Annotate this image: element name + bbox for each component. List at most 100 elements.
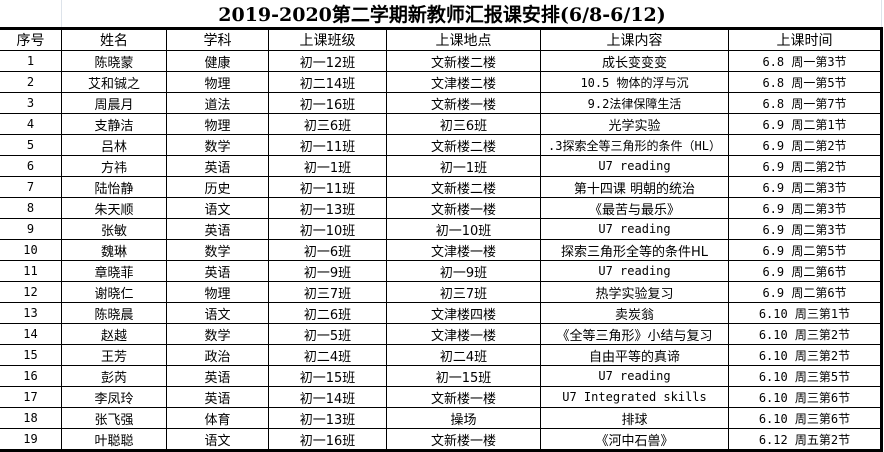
header-col-index[interactable]: 序号 [0, 28, 62, 51]
cell-col-class[interactable]: 初一14班 [268, 386, 387, 408]
cell-col-index[interactable]: 7 [0, 176, 62, 198]
cell-col-location[interactable]: 文新楼一楼 [386, 386, 541, 408]
cell-col-class[interactable]: 初一9班 [268, 260, 387, 282]
cell-col-location[interactable]: 文津楼一楼 [386, 239, 541, 261]
cell-col-content[interactable]: 《最苦与最乐》 [540, 197, 729, 219]
cell-col-index[interactable]: 4 [0, 113, 62, 135]
cell-col-content[interactable]: 10.5 物体的浮与沉 [540, 71, 729, 93]
cell-col-name[interactable]: 陆怡静 [61, 176, 167, 198]
cell-col-index[interactable]: 11 [0, 260, 62, 282]
cell-col-name[interactable]: 吕林 [61, 134, 167, 156]
cell-col-time[interactable]: 6.10 周三第5节 [728, 365, 882, 387]
cell-col-location[interactable]: 文新楼一楼 [386, 92, 541, 114]
cell-col-subject[interactable]: 语文 [166, 302, 269, 324]
cell-col-index[interactable]: 14 [0, 323, 62, 345]
cell-col-index[interactable]: 18 [0, 407, 62, 429]
cell-col-content[interactable]: U7 reading [540, 155, 729, 177]
cell-col-location[interactable]: 初二4班 [386, 344, 541, 366]
cell-col-index[interactable]: 8 [0, 197, 62, 219]
cell-col-name[interactable]: 王芳 [61, 344, 167, 366]
cell-col-subject[interactable]: 物理 [166, 281, 269, 303]
cell-col-name[interactable]: 艾和铖之 [61, 71, 167, 93]
cell-col-subject[interactable]: 健康 [166, 50, 269, 72]
cell-col-location[interactable]: 初三6班 [386, 113, 541, 135]
cell-col-class[interactable]: 初二14班 [268, 71, 387, 93]
cell-col-name[interactable]: 谢晓仁 [61, 281, 167, 303]
cell-col-content[interactable]: 成长变变变 [540, 50, 729, 72]
cell-col-name[interactable]: 陈晓晨 [61, 302, 167, 324]
header-col-content[interactable]: 上课内容 [540, 28, 729, 51]
cell-col-content[interactable]: 《全等三角形》小结与复习 [540, 323, 729, 345]
cell-col-time[interactable]: 6.8 周一第3节 [728, 50, 882, 72]
cell-col-index[interactable]: 3 [0, 92, 62, 114]
cell-col-subject[interactable]: 语文 [166, 428, 269, 451]
header-col-name[interactable]: 姓名 [61, 28, 167, 51]
cell-col-class[interactable]: 初一11班 [268, 134, 387, 156]
cell-col-time[interactable]: 6.8 周一第5节 [728, 71, 882, 93]
header-col-class[interactable]: 上课班级 [268, 28, 387, 51]
cell-col-subject[interactable]: 物理 [166, 71, 269, 93]
cell-col-time[interactable]: 6.9 周二第3节 [728, 176, 882, 198]
cell-col-content[interactable]: 自由平等的真谛 [540, 344, 729, 366]
cell-col-time[interactable]: 6.10 周三第6节 [728, 407, 882, 429]
cell-col-subject[interactable]: 英语 [166, 218, 269, 240]
cell-col-name[interactable]: 张飞强 [61, 407, 167, 429]
cell-col-index[interactable]: 13 [0, 302, 62, 324]
cell-col-subject[interactable]: 数学 [166, 239, 269, 261]
cell-col-time[interactable]: 6.9 周二第1节 [728, 113, 882, 135]
cell-col-time[interactable]: 6.9 周二第2节 [728, 155, 882, 177]
cell-col-time[interactable]: 6.9 周二第3节 [728, 197, 882, 219]
cell-col-subject[interactable]: 数学 [166, 323, 269, 345]
cell-col-index[interactable]: 10 [0, 239, 62, 261]
cell-col-name[interactable]: 支静洁 [61, 113, 167, 135]
cell-col-index[interactable]: 12 [0, 281, 62, 303]
cell-col-subject[interactable]: 道法 [166, 92, 269, 114]
cell-col-location[interactable]: 初一10班 [386, 218, 541, 240]
cell-col-content[interactable]: U7 reading [540, 218, 729, 240]
cell-col-content[interactable]: 第十四课 明朝的统治 [540, 176, 729, 198]
cell-col-index[interactable]: 1 [0, 50, 62, 72]
cell-col-location[interactable]: 初一15班 [386, 365, 541, 387]
cell-col-time[interactable]: 6.10 周三第6节 [728, 386, 882, 408]
cell-col-subject[interactable]: 语文 [166, 197, 269, 219]
cell-col-subject[interactable]: 体育 [166, 407, 269, 429]
cell-col-time[interactable]: 6.10 周三第2节 [728, 323, 882, 345]
header-col-subject[interactable]: 学科 [166, 28, 269, 51]
cell-col-name[interactable]: 方祎 [61, 155, 167, 177]
cell-col-class[interactable]: 初一10班 [268, 218, 387, 240]
cell-col-name[interactable]: 陈晓蒙 [61, 50, 167, 72]
cell-col-time[interactable]: 6.10 周三第2节 [728, 344, 882, 366]
cell-col-location[interactable]: 初三7班 [386, 281, 541, 303]
cell-col-index[interactable]: 17 [0, 386, 62, 408]
cell-col-content[interactable]: U7 reading [540, 260, 729, 282]
cell-col-class[interactable]: 初一5班 [268, 323, 387, 345]
cell-col-location[interactable]: 初一9班 [386, 260, 541, 282]
cell-col-name[interactable]: 叶聪聪 [61, 428, 167, 451]
header-col-location[interactable]: 上课地点 [386, 28, 541, 51]
cell-col-subject[interactable]: 政治 [166, 344, 269, 366]
cell-col-location[interactable]: 文新楼一楼 [386, 197, 541, 219]
cell-col-subject[interactable]: 英语 [166, 386, 269, 408]
cell-col-location[interactable]: 文津楼二楼 [386, 71, 541, 93]
cell-col-subject[interactable]: 历史 [166, 176, 269, 198]
cell-col-class[interactable]: 初三7班 [268, 281, 387, 303]
cell-col-time[interactable]: 6.12 周五第2节 [728, 428, 882, 451]
cell-col-content[interactable]: .3探索全等三角形的条件（HL） [540, 134, 729, 156]
cell-col-name[interactable]: 张敏 [61, 218, 167, 240]
cell-col-content[interactable]: 《河中石兽》 [540, 428, 729, 451]
cell-col-class[interactable]: 初三6班 [268, 113, 387, 135]
cell-col-name[interactable]: 赵越 [61, 323, 167, 345]
cell-col-time[interactable]: 6.10 周三第1节 [728, 302, 882, 324]
cell-col-index[interactable]: 19 [0, 428, 62, 451]
header-col-time[interactable]: 上课时间 [728, 28, 882, 51]
cell-col-class[interactable]: 初一16班 [268, 92, 387, 114]
cell-col-class[interactable]: 初二6班 [268, 302, 387, 324]
cell-col-class[interactable]: 初一16班 [268, 428, 387, 451]
cell-col-index[interactable]: 5 [0, 134, 62, 156]
cell-col-class[interactable]: 初二4班 [268, 344, 387, 366]
cell-col-location[interactable]: 文津楼四楼 [386, 302, 541, 324]
cell-col-index[interactable]: 15 [0, 344, 62, 366]
cell-col-index[interactable]: 2 [0, 71, 62, 93]
cell-col-name[interactable]: 周晨月 [61, 92, 167, 114]
cell-col-time[interactable]: 6.9 周二第5节 [728, 239, 882, 261]
